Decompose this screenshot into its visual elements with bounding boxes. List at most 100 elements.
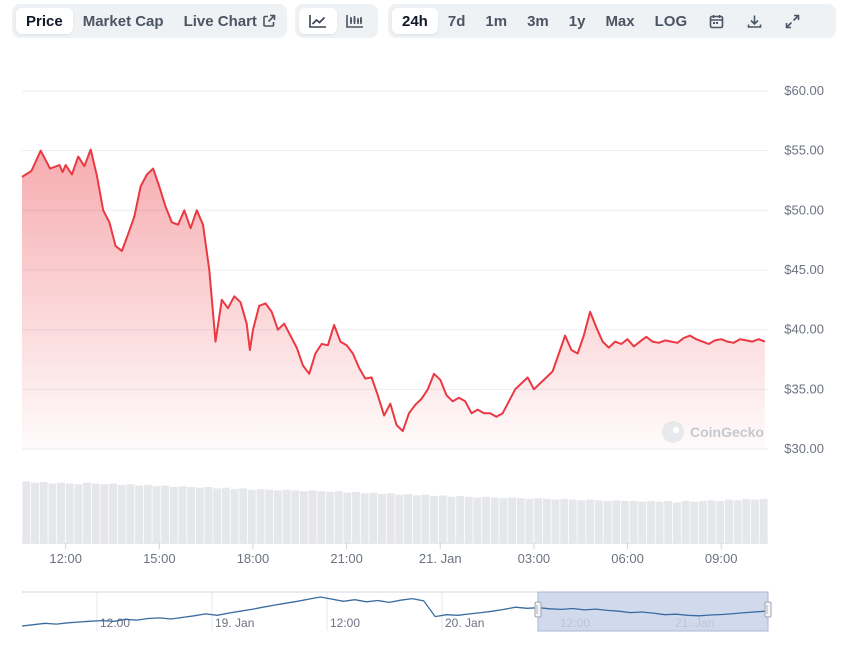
volume-bar [629, 501, 638, 543]
volume-bar [83, 482, 91, 543]
volume-bar [273, 490, 282, 543]
volume-bar [221, 487, 230, 543]
navigator-tick-label: 20. Jan [445, 616, 484, 630]
expand-icon [785, 14, 799, 28]
download-button[interactable] [735, 8, 773, 34]
volume-bar [577, 500, 586, 543]
volume-bar [378, 494, 386, 543]
range-7d[interactable]: 7d [447, 12, 466, 30]
volume-bar [126, 484, 135, 543]
y-axis: $30.00 $35.00 $40.00 $45.00 $50.00 $55.00 $60.… [784, 83, 824, 456]
range-3m[interactable]: 3m [527, 12, 549, 30]
watermark-text: CoinGecko [690, 424, 764, 440]
volume-bar [204, 487, 213, 543]
navigator-handle[interactable] [534, 601, 542, 618]
x-tick-label: 06:00 [611, 551, 644, 566]
tab-price[interactable]: Price [16, 8, 73, 34]
volume-bar [282, 489, 291, 543]
y-tick-label: $60.00 [784, 83, 824, 98]
volume-bar [143, 484, 152, 543]
navigator-selection[interactable] [537, 591, 769, 632]
volume-bar [612, 500, 621, 543]
line-chart-icon [308, 15, 326, 28]
chart-style-toggle [295, 4, 378, 38]
volume-bar [412, 495, 421, 543]
y-tick-label: $35.00 [784, 381, 824, 396]
volume-bar [690, 501, 699, 543]
volume-bar [343, 492, 352, 543]
volume-bar [742, 498, 751, 543]
navigator-line [21, 596, 769, 627]
volume-bar [299, 491, 308, 543]
tab-live-chart[interactable]: Live Chart [174, 8, 286, 34]
candlestick-chart-button[interactable] [337, 8, 375, 34]
volume-bars [22, 481, 768, 543]
volume-bar [187, 487, 196, 543]
range-1m[interactable]: 1m [485, 12, 508, 30]
navigator-handle[interactable] [764, 601, 772, 618]
volume-bar [525, 498, 534, 543]
volume-bar [178, 486, 187, 543]
x-tick-label: 09:00 [705, 551, 738, 566]
y-tick-label: $30.00 [784, 441, 824, 456]
volume-bar [317, 491, 326, 543]
date-range-button[interactable] [697, 8, 735, 34]
line-chart-button[interactable] [299, 8, 337, 34]
volume-bar [456, 496, 464, 543]
metric-tabs: Price Market Cap Live Chart [12, 4, 287, 38]
x-tick-label: 03:00 [518, 551, 551, 566]
external-link-icon [263, 14, 276, 27]
volume-bar [568, 499, 577, 543]
price-area-fill [22, 149, 765, 449]
volume-bar [733, 500, 742, 543]
volume-bar [699, 501, 707, 543]
x-tick-label: 15:00 [143, 551, 176, 566]
volume-bar [239, 488, 248, 543]
volume-bar [169, 487, 178, 543]
volume-bar [551, 499, 560, 543]
x-axis: 12:00 15:00 18:00 21:00 21. Jan 03:00 06:00 09:… [22, 543, 768, 566]
range-24h[interactable]: 24h [392, 8, 438, 34]
volume-bar [759, 498, 768, 543]
log-scale-toggle[interactable]: LOG [654, 12, 688, 30]
volume-bar [22, 481, 31, 543]
volume-bar [482, 496, 491, 543]
volume-bar [473, 497, 482, 543]
volume-bar [404, 494, 412, 543]
x-tick-label: 21. Jan [419, 551, 462, 566]
volume-bar [672, 502, 681, 543]
y-tick-label: $50.00 [784, 202, 824, 217]
coingecko-watermark: CoinGecko [662, 421, 764, 443]
y-tick-label: $45.00 [784, 262, 824, 277]
calendar-icon [709, 14, 723, 28]
coingecko-logo-eye [672, 426, 680, 434]
volume-bar [352, 491, 360, 543]
volume-bar [91, 483, 100, 543]
volume-bar [594, 500, 603, 543]
volume-bar [664, 501, 673, 543]
x-tick-label: 21:00 [330, 551, 363, 566]
volume-bar [508, 497, 517, 543]
volume-bar [430, 496, 438, 543]
volume-bar [560, 498, 569, 543]
volume-bar [395, 494, 404, 543]
volume-bar [135, 485, 144, 543]
volume-bar [620, 501, 629, 543]
volume-bar [152, 486, 161, 543]
volume-bar [39, 482, 48, 543]
volume-bar [117, 484, 126, 543]
volume-bar [438, 495, 447, 543]
range-max[interactable]: Max [605, 12, 635, 30]
volume-bar [386, 493, 395, 543]
volume-bar [725, 499, 733, 543]
range-1y[interactable]: 1y [568, 12, 586, 30]
tab-market-cap[interactable]: Market Cap [82, 12, 164, 30]
volume-bar [586, 499, 595, 543]
volume-bar [230, 489, 239, 543]
navigator-tick-label: 12:00 [100, 616, 130, 630]
fullscreen-button[interactable] [773, 8, 811, 34]
volume-bar [655, 501, 664, 543]
volume-bar [638, 501, 647, 543]
